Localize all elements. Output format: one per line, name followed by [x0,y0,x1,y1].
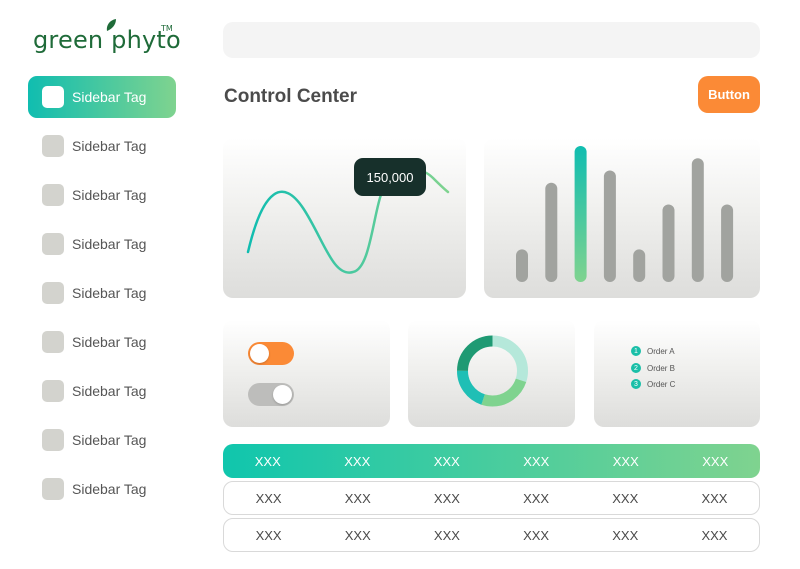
bar [516,249,528,282]
line-series [246,167,450,274]
legend-item: 3 Order C [631,379,675,389]
table-cell: XXX [701,527,728,543]
line-chart-card: 150,000 [223,138,466,298]
sidebar-item[interactable]: Sidebar Tag [28,419,176,461]
toggle-switch-gray[interactable] [248,383,294,406]
sidebar-item-label: Sidebar Tag [72,236,147,252]
table-header-cell: XXX [433,453,460,469]
sidebar-item-label: Sidebar Tag [72,481,147,497]
bar [691,158,704,282]
donut-slice [457,335,528,407]
logo-text: green phyto [33,26,181,54]
sidebar-item-label: Sidebar Tag [72,138,147,154]
table-cell: XXX [701,490,728,506]
table-cell: XXX [255,490,282,506]
donut-slice [457,335,528,407]
toggle-knob [250,344,269,363]
bar [721,204,734,282]
sidebar-item[interactable]: Sidebar Tag [28,370,176,412]
bar-chart-card [484,138,760,298]
donut-slice [457,335,528,407]
toggle-card [223,320,390,427]
sidebar-item-icon [42,86,64,108]
sidebar-item-icon [42,233,64,255]
legend-label: Order B [647,363,676,373]
sidebar-item[interactable]: Sidebar Tag [28,272,176,314]
legend-number-badge: 2 [631,363,641,373]
line-chart [246,167,450,274]
page-title: Control Center [224,86,357,107]
table-cell: XXX [433,490,460,506]
table-header-cell: XXX [523,453,550,469]
sidebar-item-label: Sidebar Tag [72,383,147,399]
legend-item: 2 Order B [631,363,675,373]
sidebar-item-icon [42,331,64,353]
bar-chart [516,146,734,282]
legend-item: 1 Order A [631,346,675,356]
table-cell: XXX [612,490,639,506]
table-cell: XXX [523,527,550,543]
sidebar-item[interactable]: Sidebar Tag [28,321,176,363]
chart-tooltip: 150,000 [354,158,426,196]
bar [545,182,558,282]
sidebar-item[interactable]: Sidebar Tag [28,76,176,118]
search-input[interactable] [223,22,760,58]
sidebar-item-label: Sidebar Tag [72,334,147,350]
table-header-row: XXX XXX XXX XXX XXX XXX [223,444,760,478]
toggle-switch-orange[interactable] [248,342,294,365]
sidebar-item-label: Sidebar Tag [72,432,147,448]
table-cell: XXX [433,527,460,543]
table-header-cell: XXX [702,453,729,469]
sidebar-item-label: Sidebar Tag [72,187,147,203]
leaf-icon [106,19,116,31]
bar [662,204,675,282]
legend-card: 1 Order A 2 Order B 3 Order C [594,320,760,427]
table-cell: XXX [344,490,371,506]
table-cell: XXX [255,527,282,543]
sidebar-item-label: Sidebar Tag [72,285,147,301]
toggle-knob [273,385,292,404]
sidebar-item-icon [42,380,64,402]
green-phyto-logo: green phyto TM [33,18,183,58]
legend-label: Order C [647,379,676,389]
bar [633,249,646,282]
legend-number-badge: 1 [631,346,641,356]
sidebar-item-label: Sidebar Tag [72,89,147,105]
bar [603,170,616,282]
table-header-cell: XXX [612,453,639,469]
table-cell: XXX [612,527,639,543]
sidebar-item-icon [42,478,64,500]
table-cell: XXX [523,490,550,506]
sidebar-item-icon [42,184,64,206]
donut-chart [457,335,528,407]
table-header-cell: XXX [344,453,371,469]
primary-button[interactable]: Button [698,76,760,113]
table-row[interactable]: XXX XXX XXX XXX XXX XXX [223,518,760,552]
sidebar-item[interactable]: Sidebar Tag [28,468,176,510]
table-row[interactable]: XXX XXX XXX XXX XXX XXX [223,481,760,515]
sidebar-item[interactable]: Sidebar Tag [28,223,176,265]
trademark-symbol: TM [161,24,173,33]
sidebar-item[interactable]: Sidebar Tag [28,125,176,167]
sidebar-item-icon [42,282,64,304]
legend-label: Order A [647,346,675,356]
donut-chart-card [408,320,575,427]
sidebar-item[interactable]: Sidebar Tag [28,174,176,216]
legend-number-badge: 3 [631,379,641,389]
bar [574,146,587,282]
table-cell: XXX [344,527,371,543]
sidebar-item-icon [42,135,64,157]
sidebar-item-icon [42,429,64,451]
table-header-cell: XXX [254,453,281,469]
